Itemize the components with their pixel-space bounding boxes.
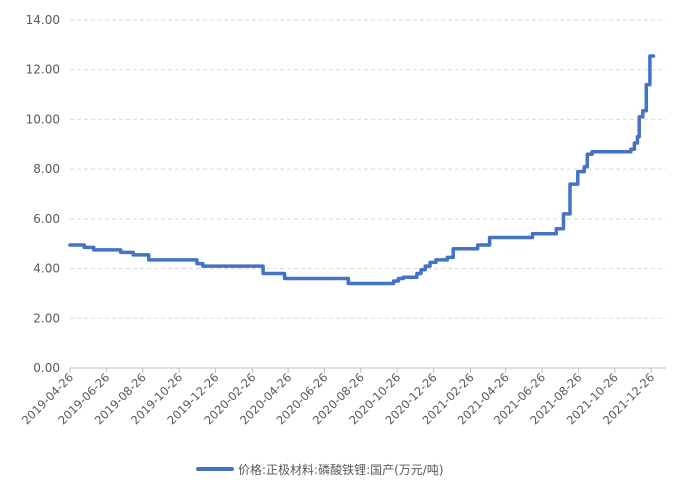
y-tick-label: 8.00: [33, 162, 60, 176]
y-tick-label: 0.00: [33, 361, 60, 375]
y-tick-label: 10.00: [26, 112, 60, 126]
gridlines: [70, 19, 666, 319]
series-layer: [68, 54, 656, 286]
y-tick-label: 2.00: [33, 311, 60, 325]
y-axis: 0.00 2.00 4.00 6.00 8.00 10.00 12.00 14.00: [26, 13, 60, 375]
y-tick-label: 6.00: [33, 212, 60, 226]
y-tick-label: 14.00: [26, 13, 60, 27]
y-tick-label: 12.00: [26, 63, 60, 77]
series-line-0: [68, 54, 656, 286]
x-axis: 2019-04-262019-06-262019-08-262019-10-26…: [19, 367, 666, 427]
legend-label: 价格:正极材料:磷酸铁锂:国产(万元/吨): [238, 462, 444, 477]
y-tick-label: 4.00: [33, 262, 60, 276]
legend: 价格:正极材料:磷酸铁锂:国产(万元/吨): [196, 462, 444, 477]
